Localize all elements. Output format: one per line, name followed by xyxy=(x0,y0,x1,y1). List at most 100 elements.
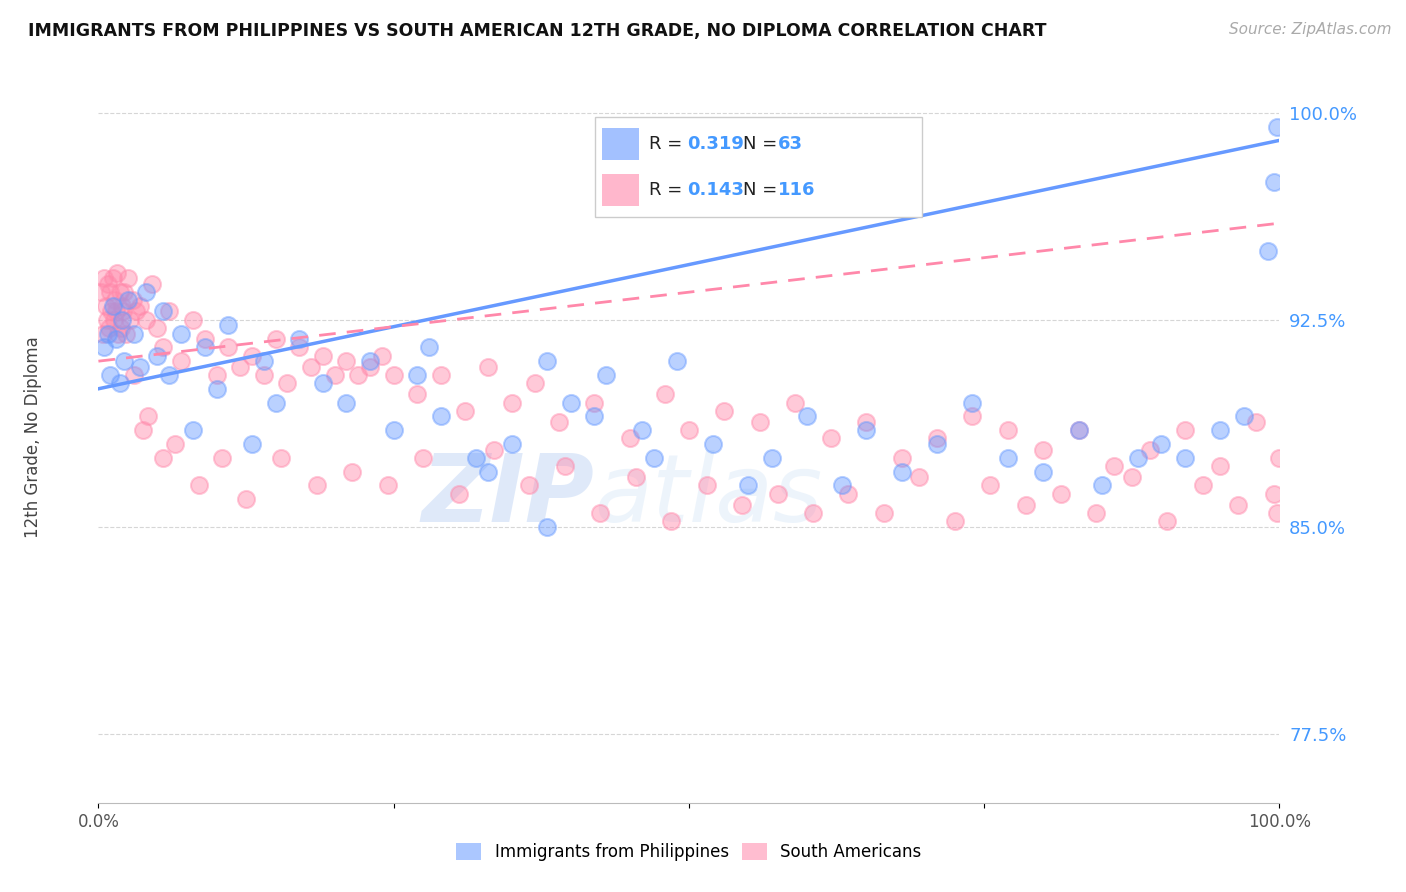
Point xyxy=(98,321,121,335)
Point xyxy=(979,478,1001,492)
Point xyxy=(766,486,789,500)
Point xyxy=(103,312,125,326)
Point xyxy=(1174,423,1197,437)
Point xyxy=(347,368,370,382)
Point xyxy=(105,332,128,346)
Point xyxy=(98,368,121,382)
Point xyxy=(335,395,357,409)
Point xyxy=(90,285,112,300)
Point xyxy=(1067,423,1090,437)
Text: 0.319: 0.319 xyxy=(686,136,744,153)
Point xyxy=(135,312,157,326)
Text: 0.143: 0.143 xyxy=(686,181,744,199)
Point xyxy=(1014,498,1036,512)
Point xyxy=(170,326,193,341)
Point xyxy=(890,465,912,479)
Point xyxy=(630,423,652,437)
Point xyxy=(108,285,131,300)
Point xyxy=(678,423,700,437)
Point xyxy=(560,395,582,409)
Point xyxy=(371,349,394,363)
Point xyxy=(211,450,233,465)
Point xyxy=(925,432,948,446)
Point xyxy=(1139,442,1161,457)
Point xyxy=(1233,409,1256,424)
Point xyxy=(820,432,842,446)
Text: atlas: atlas xyxy=(595,450,823,541)
Point xyxy=(96,312,118,326)
Point xyxy=(104,293,127,308)
Point xyxy=(100,304,122,318)
Text: Source: ZipAtlas.com: Source: ZipAtlas.com xyxy=(1229,22,1392,37)
Point xyxy=(1263,175,1285,189)
Point xyxy=(748,415,770,429)
Point xyxy=(288,332,311,346)
Point xyxy=(93,271,115,285)
Point xyxy=(335,354,357,368)
Point xyxy=(382,423,405,437)
Point xyxy=(519,478,541,492)
Point xyxy=(501,395,523,409)
Point xyxy=(925,437,948,451)
Point xyxy=(270,450,292,465)
Point xyxy=(312,349,335,363)
Point xyxy=(890,450,912,465)
Point xyxy=(157,368,180,382)
Point xyxy=(702,437,724,451)
Point xyxy=(112,285,135,300)
Point xyxy=(117,271,139,285)
Point xyxy=(406,387,429,401)
Point xyxy=(536,354,558,368)
Point xyxy=(181,423,204,437)
Point xyxy=(1265,120,1288,134)
Point xyxy=(152,450,174,465)
Point xyxy=(1263,486,1285,500)
Point xyxy=(114,326,136,341)
Point xyxy=(146,349,169,363)
Point xyxy=(93,340,115,354)
Point xyxy=(97,326,120,341)
Point xyxy=(165,437,187,451)
Point xyxy=(276,376,298,391)
Point xyxy=(141,277,163,291)
Point xyxy=(583,409,606,424)
Point xyxy=(98,285,121,300)
Point xyxy=(128,359,150,374)
Point xyxy=(194,332,217,346)
Point xyxy=(240,437,263,451)
Point xyxy=(135,285,157,300)
Point xyxy=(447,486,470,500)
Point xyxy=(477,359,499,374)
Legend: Immigrants from Philippines, South Americans: Immigrants from Philippines, South Ameri… xyxy=(450,836,928,868)
Point xyxy=(1150,437,1173,451)
Point xyxy=(1091,478,1114,492)
Point xyxy=(101,299,124,313)
Point xyxy=(595,368,617,382)
Point xyxy=(312,376,335,391)
Point xyxy=(112,304,135,318)
Point xyxy=(117,293,139,308)
Point xyxy=(1032,442,1054,457)
Point xyxy=(962,395,984,409)
Point xyxy=(997,423,1019,437)
Point xyxy=(128,299,150,313)
Point xyxy=(359,354,381,368)
Point xyxy=(1067,423,1090,437)
Point xyxy=(761,450,783,465)
Point xyxy=(305,478,328,492)
Point xyxy=(1268,450,1291,465)
Point xyxy=(619,432,641,446)
Point xyxy=(1156,514,1178,528)
Point xyxy=(132,423,155,437)
Point xyxy=(1126,450,1149,465)
Point xyxy=(583,395,606,409)
Point xyxy=(112,354,135,368)
Point xyxy=(299,359,322,374)
Point xyxy=(235,492,257,507)
Point xyxy=(737,478,759,492)
Text: N =: N = xyxy=(742,136,783,153)
Point xyxy=(831,478,853,492)
Point xyxy=(801,506,824,520)
Point xyxy=(342,465,364,479)
Point xyxy=(229,359,252,374)
